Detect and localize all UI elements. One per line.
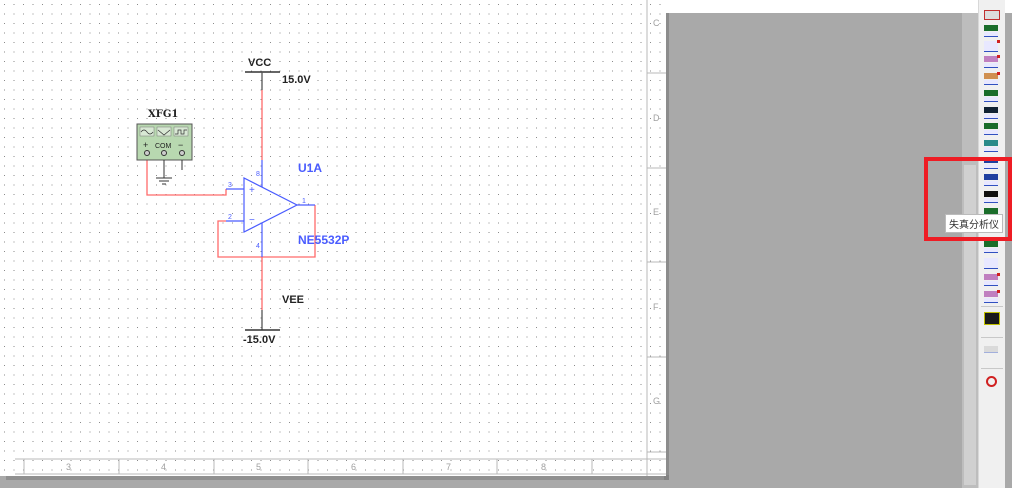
logic-analyzer-tool[interactable] bbox=[983, 139, 1000, 152]
toolbar-separator bbox=[981, 337, 1003, 338]
triangle-wave-icon bbox=[157, 129, 171, 136]
row-label: E bbox=[653, 207, 659, 217]
row-label: G bbox=[653, 396, 660, 406]
pin-label: 3 bbox=[228, 182, 232, 189]
tektronix-oscilloscope-tool[interactable] bbox=[983, 290, 1000, 303]
row-label: F bbox=[653, 302, 659, 312]
network-analyzer-tool[interactable] bbox=[983, 240, 1000, 253]
function-generator-xfg1[interactable]: XFG1 + COM − bbox=[136, 109, 193, 185]
wattmeter-tool[interactable] bbox=[983, 40, 1000, 53]
inverting-sign: − bbox=[249, 215, 255, 226]
pin-label: 4 bbox=[256, 243, 260, 250]
bode-plotter-tool[interactable] bbox=[983, 89, 1000, 102]
com-terminal-label: COM bbox=[155, 143, 172, 150]
pin-label: 8 bbox=[256, 171, 260, 178]
xfg1-label: XFG1 bbox=[148, 109, 178, 120]
scrollbar-thumb[interactable] bbox=[964, 165, 976, 485]
column-label: 6 bbox=[351, 462, 356, 472]
highlight-box bbox=[924, 157, 1012, 241]
toolbar-separator bbox=[981, 306, 1003, 307]
opamp-u1a[interactable] bbox=[226, 160, 315, 257]
distortion-analyzer-tool[interactable] bbox=[983, 190, 1000, 203]
wires[interactable] bbox=[146, 90, 316, 310]
labview-instrument-tool[interactable] bbox=[983, 311, 1000, 325]
row-label: C bbox=[653, 18, 660, 28]
ground-icon bbox=[156, 177, 172, 185]
word-generator-tool[interactable] bbox=[983, 122, 1000, 135]
instruments-toolbar bbox=[978, 0, 1005, 488]
current-probe-tool[interactable] bbox=[983, 373, 1000, 387]
agilent-generator-tool[interactable] bbox=[983, 257, 1000, 270]
vee-label: VEE bbox=[282, 294, 304, 306]
frequency-counter-tool[interactable] bbox=[983, 106, 1000, 119]
pin-label: 1 bbox=[302, 198, 306, 205]
sine-wave-icon bbox=[140, 129, 154, 135]
column-label: 7 bbox=[446, 462, 451, 472]
vee-source[interactable]: VEE -15.0V bbox=[243, 294, 304, 346]
agilent-multimeter-tool[interactable] bbox=[983, 273, 1000, 286]
square-wave-icon bbox=[175, 129, 187, 135]
vcc-value: 15.0V bbox=[282, 74, 311, 86]
column-ruler bbox=[15, 458, 666, 475]
vee-value: -15.0V bbox=[243, 334, 276, 346]
four-channel-oscilloscope-tool[interactable] bbox=[983, 72, 1000, 85]
pin-label: 2 bbox=[228, 214, 232, 221]
column-label: 4 bbox=[161, 462, 166, 472]
vcc-source[interactable]: VCC 15.0V bbox=[245, 57, 311, 90]
iv-analyzer-tool[interactable] bbox=[983, 173, 1000, 186]
column-label: 3 bbox=[66, 462, 71, 472]
noninverting-sign: + bbox=[249, 185, 255, 196]
column-label: 8 bbox=[541, 462, 546, 472]
multimeter-tool[interactable] bbox=[983, 8, 1000, 21]
tooltip: 失真分析仪 bbox=[945, 214, 1003, 233]
opamp-model-label: NE5532P bbox=[298, 233, 349, 247]
function-generator-tool[interactable] bbox=[983, 24, 1000, 37]
row-label: D bbox=[653, 113, 660, 123]
plus-terminal-label: + bbox=[143, 140, 148, 150]
toolbar-separator bbox=[981, 368, 1003, 369]
ni-elvis-tool[interactable] bbox=[983, 343, 1000, 356]
vertical-scrollbar[interactable] bbox=[962, 13, 978, 488]
minus-terminal-label: − bbox=[178, 140, 183, 150]
vcc-label: VCC bbox=[248, 57, 271, 69]
oscilloscope-tool[interactable] bbox=[983, 55, 1000, 68]
row-ruler bbox=[646, 0, 666, 476]
opamp-ref-label: U1A bbox=[298, 161, 322, 175]
column-label: 5 bbox=[256, 462, 261, 472]
